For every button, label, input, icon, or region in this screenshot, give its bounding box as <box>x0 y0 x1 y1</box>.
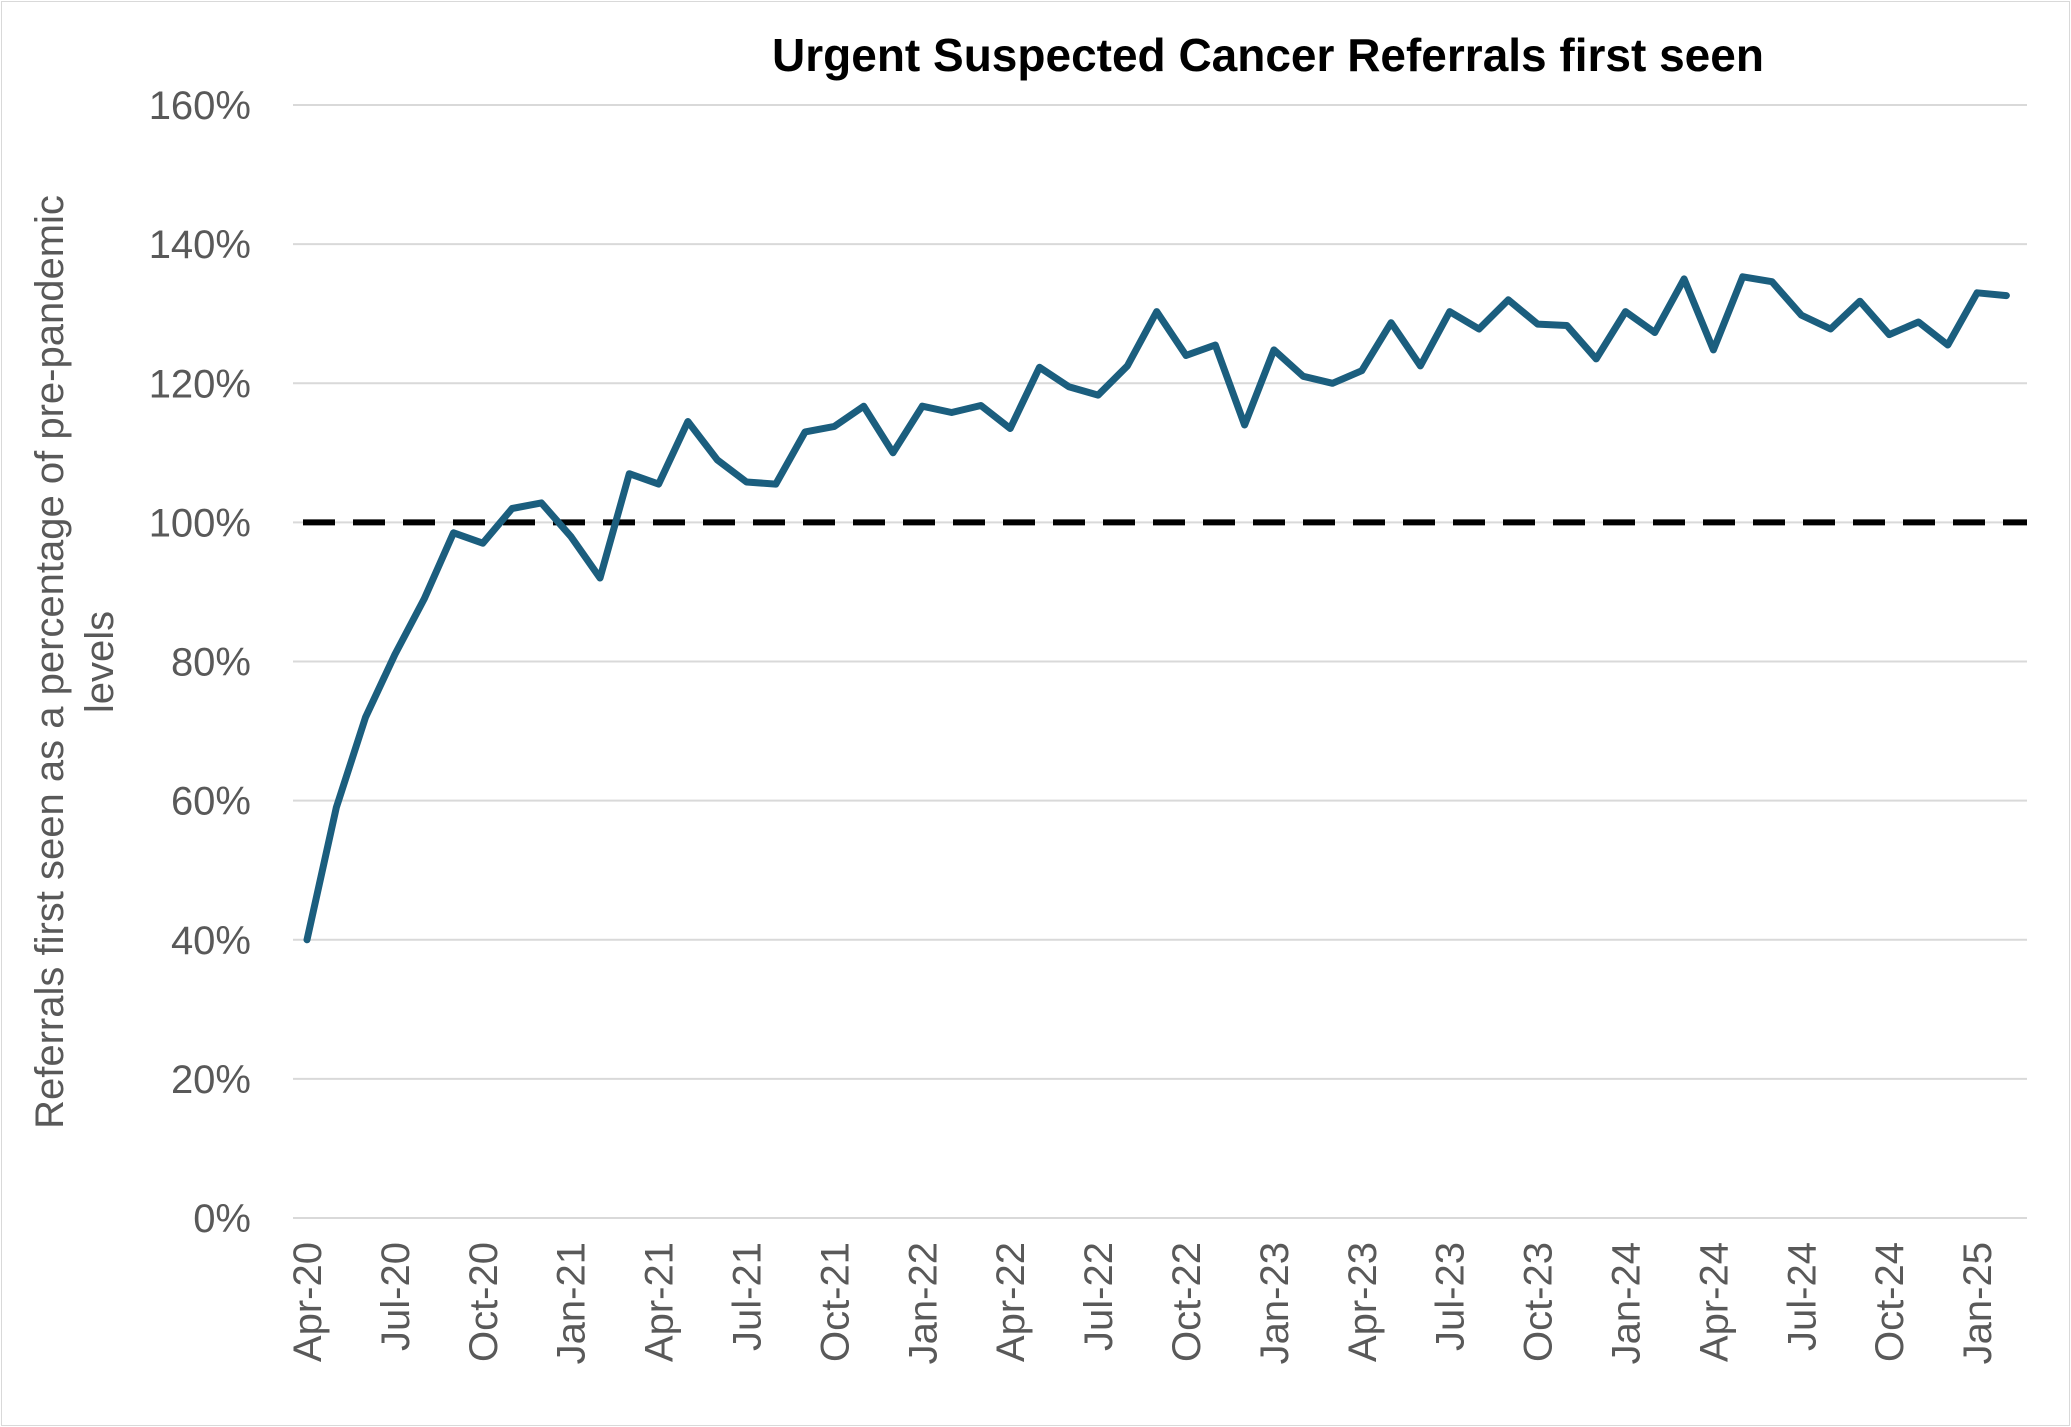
y-tick-label: 100% <box>149 501 251 545</box>
x-tick-label: Oct-23 <box>1517 1242 1561 1362</box>
x-tick-label: Jul-23 <box>1429 1242 1473 1351</box>
series-line <box>303 273 2010 944</box>
gridlines <box>293 104 2027 1219</box>
x-tick-label: Apr-20 <box>286 1242 330 1362</box>
x-tick-label: Oct-21 <box>813 1242 857 1362</box>
x-tick-label: Apr-22 <box>989 1242 1033 1362</box>
x-tick-label: Jan-21 <box>550 1242 594 1364</box>
x-tick-label: Oct-20 <box>462 1242 506 1362</box>
y-axis-label: Referrals first seen as a percentage of … <box>28 195 122 1129</box>
y-axis-label-line-2: levels <box>78 611 122 713</box>
y-tick-label: 120% <box>149 362 251 406</box>
x-tick-label: Jan-24 <box>1605 1242 1649 1364</box>
x-tick-label: Oct-22 <box>1165 1242 1209 1362</box>
y-tick-label: 160% <box>149 84 251 128</box>
y-tick-label: 0% <box>193 1197 251 1241</box>
x-tick-label: Oct-24 <box>1868 1242 1912 1362</box>
x-tick-label: Jan-23 <box>1253 1242 1297 1364</box>
x-tick-label: Apr-23 <box>1341 1242 1385 1362</box>
y-tick-labels: 0% 20% 40% 60% 80% 100% 120% 140% 160% <box>149 84 251 1241</box>
x-tick-label: Jan-22 <box>901 1242 945 1364</box>
y-tick-label: 60% <box>171 780 251 824</box>
y-tick-label: 40% <box>171 919 251 963</box>
y-tick-label: 20% <box>171 1058 251 1102</box>
y-axis-label-line-1: Referrals first seen as a percentage of … <box>28 195 72 1129</box>
y-tick-label: 80% <box>171 641 251 685</box>
series-group <box>303 273 2010 944</box>
y-tick-label: 140% <box>149 223 251 267</box>
x-tick-label: Jan-25 <box>1956 1242 2000 1364</box>
x-tick-label: Jul-24 <box>1780 1242 1824 1351</box>
x-tick-label: Jul-21 <box>726 1242 770 1351</box>
x-tick-labels: Apr-20 Jul-20 Oct-20 Jan-21 Apr-21 Jul-21 Oct-… <box>286 1242 2000 1364</box>
x-tick-label: Apr-24 <box>1692 1242 1736 1362</box>
x-tick-label: Jul-20 <box>374 1242 418 1351</box>
x-tick-label: Apr-21 <box>638 1242 682 1362</box>
x-tick-label: Jul-22 <box>1077 1242 1121 1351</box>
chart-title: Urgent Suspected Cancer Referrals first … <box>772 29 1764 81</box>
